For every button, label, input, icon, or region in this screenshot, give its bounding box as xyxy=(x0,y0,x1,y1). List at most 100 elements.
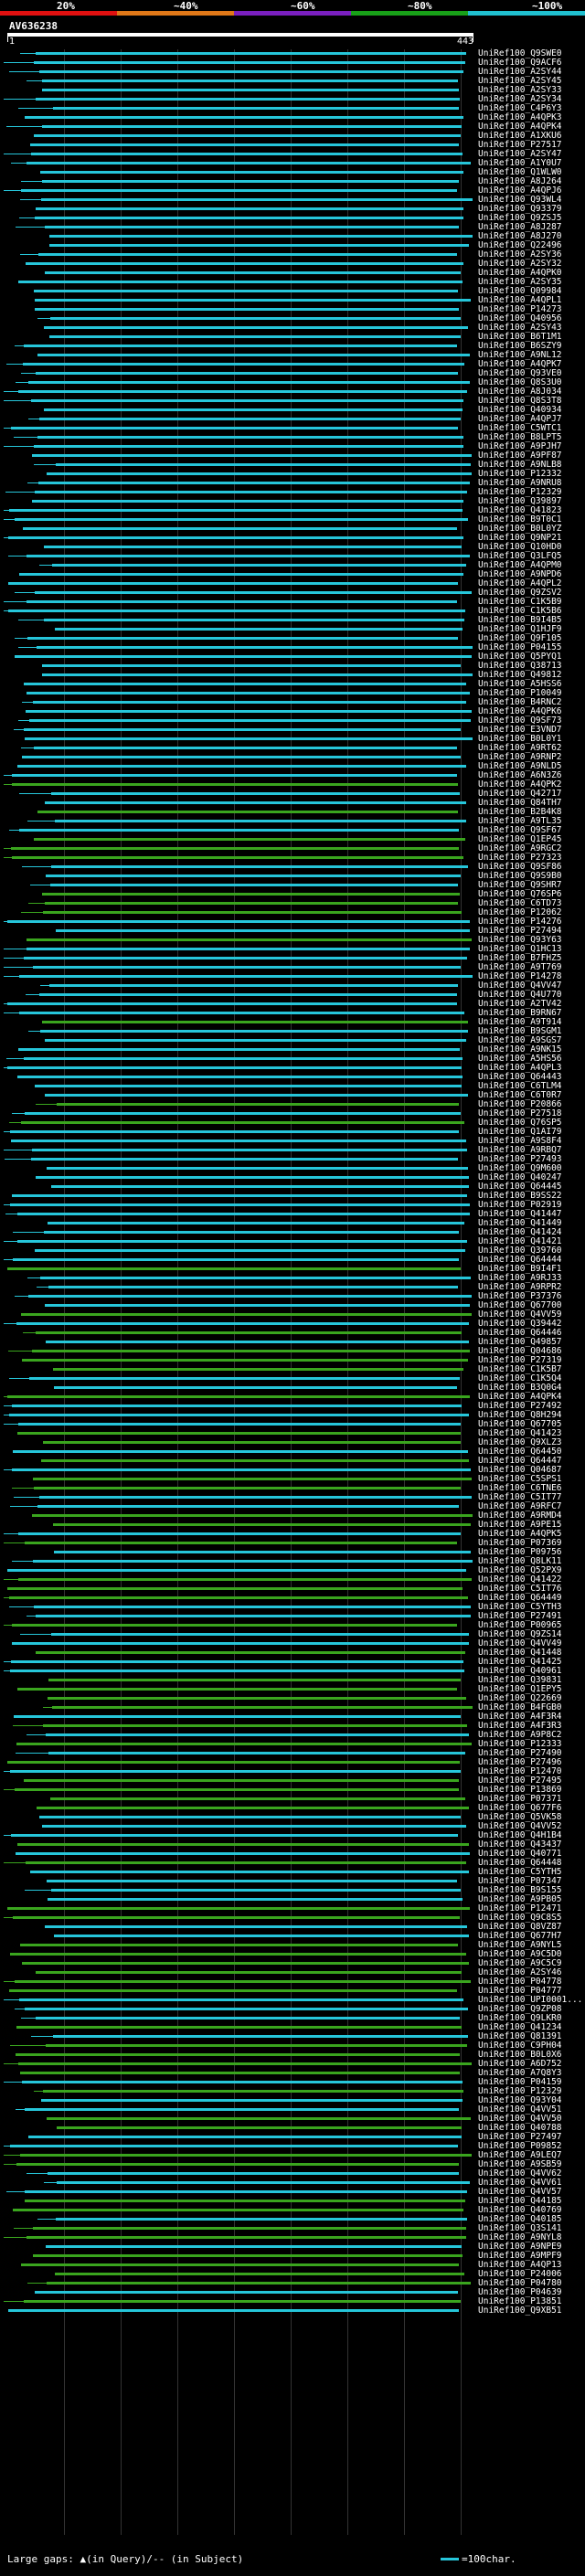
hit-row[interactable]: UniRef100_A4QPM0 xyxy=(0,560,585,570)
hit-bar[interactable] xyxy=(37,646,473,649)
hit-row[interactable]: UniRef100_A4QPK0 xyxy=(0,268,585,278)
hit-row[interactable]: UniRef100_A9T769 xyxy=(0,962,585,972)
hit-bar[interactable] xyxy=(55,628,463,631)
hit-row[interactable]: UniRef100_A4QPK7 xyxy=(0,359,585,369)
hit-bar[interactable] xyxy=(39,993,457,996)
hit-bar[interactable] xyxy=(16,1852,470,1855)
hit-label[interactable]: UniRef100_Q9ACF6 xyxy=(478,58,562,68)
hit-row[interactable]: UniRef100_Q1EP45 xyxy=(0,834,585,844)
hit-label[interactable]: UniRef100_A9NYL8 xyxy=(478,2232,562,2242)
hit-row[interactable]: UniRef100_C9PH04 xyxy=(0,2041,585,2051)
hit-label[interactable]: UniRef100_A9RGC2 xyxy=(478,843,562,853)
hit-label[interactable]: UniRef100_Q40247 xyxy=(478,1172,562,1182)
hit-label[interactable]: UniRef100_Q9SWE0 xyxy=(478,48,562,58)
hit-label[interactable]: UniRef100_A8J287 xyxy=(478,222,562,232)
hit-bar[interactable] xyxy=(19,1012,464,1014)
hit-row[interactable]: UniRef100_Q41422 xyxy=(0,1574,585,1585)
hit-bar[interactable] xyxy=(32,500,463,503)
hit-bar[interactable] xyxy=(11,1834,458,1837)
hit-row[interactable]: UniRef100_Q9ACF6 xyxy=(0,58,585,68)
hit-bar[interactable] xyxy=(25,2108,459,2111)
hit-row[interactable]: UniRef100_A2SY47 xyxy=(0,149,585,159)
hit-bar[interactable] xyxy=(24,957,467,959)
hit-row[interactable]: UniRef100_Q64446 xyxy=(0,1328,585,1338)
hit-row[interactable]: UniRef100_C1K5B9 xyxy=(0,597,585,607)
hit-row[interactable]: UniRef100_A4QPK5 xyxy=(0,1529,585,1539)
hit-label[interactable]: UniRef100_A8J270 xyxy=(478,231,562,241)
hit-label[interactable]: UniRef100_P27323 xyxy=(478,853,562,863)
hit-row[interactable]: UniRef100_A9PJH7 xyxy=(0,441,585,451)
hit-bar[interactable] xyxy=(12,1405,462,1407)
hit-row[interactable]: UniRef100_A9NLD5 xyxy=(0,761,585,771)
hit-row[interactable]: UniRef100_A9NRU8 xyxy=(0,478,585,488)
hit-label[interactable]: UniRef100_Q49857 xyxy=(478,1337,562,1347)
hit-row[interactable]: UniRef100_P27518 xyxy=(0,1108,585,1118)
hit-label[interactable]: UniRef100_P24006 xyxy=(478,2269,562,2279)
hit-row[interactable]: UniRef100_P13869 xyxy=(0,1785,585,1795)
hit-row[interactable]: UniRef100_A4F3R3 xyxy=(0,1721,585,1731)
hit-label[interactable]: UniRef100_Q09984 xyxy=(478,286,562,296)
hit-label[interactable]: UniRef100_A9PF87 xyxy=(478,451,562,461)
hit-bar[interactable] xyxy=(17,1843,469,1846)
hit-label[interactable]: UniRef100_Q76SP5 xyxy=(478,1118,562,1128)
hit-bar[interactable] xyxy=(31,153,463,155)
hit-label[interactable]: UniRef100_A4QPK7 xyxy=(478,359,562,369)
hit-row[interactable]: UniRef100_C1K5B7 xyxy=(0,1364,585,1374)
hit-label[interactable]: UniRef100_Q4VV51 xyxy=(478,2104,562,2115)
hit-bar[interactable] xyxy=(19,829,459,832)
hit-row[interactable]: UniRef100_Q8VZ87 xyxy=(0,1922,585,1932)
hit-row[interactable]: UniRef100_Q40956 xyxy=(0,313,585,323)
hit-label[interactable]: UniRef100_P04777 xyxy=(478,1986,562,1996)
hit-row[interactable]: UniRef100_A4QPL2 xyxy=(0,578,585,588)
hit-row[interactable]: UniRef100_Q64443 xyxy=(0,1072,585,1082)
hit-label[interactable]: UniRef100_P12333 xyxy=(478,1739,562,1749)
hit-bar[interactable] xyxy=(26,710,472,713)
hit-bar[interactable] xyxy=(45,226,459,228)
hit-bar[interactable] xyxy=(17,1240,467,1243)
hit-row[interactable]: UniRef100_P27490 xyxy=(0,1748,585,1758)
hit-label[interactable]: UniRef100_Q3S141 xyxy=(478,2223,562,2233)
hit-label[interactable]: UniRef100_P12332 xyxy=(478,469,562,479)
hit-bar[interactable] xyxy=(8,582,458,585)
hit-row[interactable]: UniRef100_Q40247 xyxy=(0,1172,585,1182)
hit-label[interactable]: UniRef100_P14278 xyxy=(478,971,562,981)
hit-row[interactable]: UniRef100_Q9ZSV2 xyxy=(0,588,585,598)
hit-row[interactable]: UniRef100_A2SY36 xyxy=(0,249,585,260)
hit-label[interactable]: UniRef100_Q40961 xyxy=(478,1666,562,1676)
hit-label[interactable]: UniRef100_P04778 xyxy=(478,1977,562,1987)
hit-row[interactable]: UniRef100_C1K5Q4 xyxy=(0,1373,585,1383)
hit-row[interactable]: UniRef100_A9RT62 xyxy=(0,743,585,753)
hit-bar[interactable] xyxy=(32,1514,473,1517)
hit-bar[interactable] xyxy=(27,948,470,950)
hit-label[interactable]: UniRef100_A2SY33 xyxy=(478,85,562,95)
hit-label[interactable]: UniRef100_Q76SP6 xyxy=(478,889,562,899)
hit-row[interactable]: UniRef100_Q41423 xyxy=(0,1428,585,1438)
hit-row[interactable]: UniRef100_Q49857 xyxy=(0,1337,585,1347)
hit-bar[interactable] xyxy=(25,737,473,740)
hit-bar[interactable] xyxy=(12,1194,467,1197)
hit-row[interactable]: UniRef100_Q41234 xyxy=(0,2022,585,2032)
hit-row[interactable]: UniRef100_A4QPJ6 xyxy=(0,186,585,196)
hit-row[interactable]: UniRef100_P27495 xyxy=(0,1776,585,1786)
hit-bar[interactable] xyxy=(42,89,459,91)
hit-bar[interactable] xyxy=(24,1057,463,1060)
hit-bar[interactable] xyxy=(43,2090,463,2093)
hit-bar[interactable] xyxy=(29,719,471,722)
hit-bar[interactable] xyxy=(44,326,468,329)
hit-row[interactable]: UniRef100_Q8LK11 xyxy=(0,1556,585,1566)
hit-bar[interactable] xyxy=(12,856,463,859)
hit-bar[interactable] xyxy=(37,436,463,439)
hit-bar[interactable] xyxy=(42,893,460,896)
hit-bar[interactable] xyxy=(35,308,459,311)
hit-label[interactable]: UniRef100_Q1HC13 xyxy=(478,944,562,954)
hit-bar[interactable] xyxy=(9,1989,457,1992)
hit-bar[interactable] xyxy=(28,1295,472,1298)
hit-bar[interactable] xyxy=(36,98,460,101)
hit-bar[interactable] xyxy=(23,527,457,530)
hit-bar[interactable] xyxy=(47,1880,457,1882)
hit-label[interactable]: UniRef100_A9MPF9 xyxy=(478,2251,562,2261)
hit-label[interactable]: UniRef100_A9PJH7 xyxy=(478,441,562,451)
hit-row[interactable]: UniRef100_Q9F105 xyxy=(0,633,585,643)
hit-bar[interactable] xyxy=(11,847,459,850)
hit-row[interactable]: UniRef100_Q93Y63 xyxy=(0,935,585,945)
